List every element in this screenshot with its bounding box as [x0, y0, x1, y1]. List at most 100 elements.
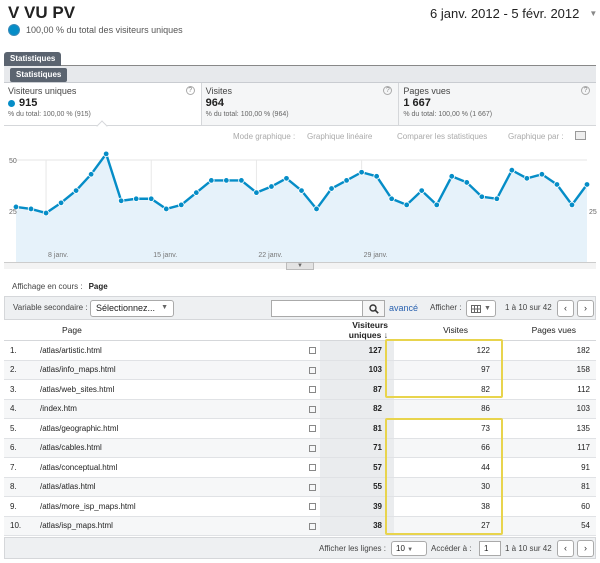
- data-point[interactable]: [493, 195, 501, 202]
- rows-select[interactable]: 10 ▼: [391, 541, 427, 556]
- help-icon[interactable]: ?: [383, 86, 393, 95]
- external-link-icon[interactable]: [309, 405, 316, 413]
- page-link[interactable]: /atlas/artistic.html: [40, 345, 102, 355]
- page-link[interactable]: /atlas/geographic.html: [40, 423, 119, 433]
- data-point[interactable]: [238, 177, 245, 184]
- graph-linear-option[interactable]: Graphique linéaire: [307, 132, 373, 141]
- data-point[interactable]: [583, 181, 591, 188]
- data-point[interactable]: [148, 195, 155, 202]
- data-point[interactable]: [163, 205, 170, 213]
- data-point[interactable]: [253, 189, 260, 196]
- graph-by-label[interactable]: Graphique par :: [508, 132, 564, 141]
- data-point[interactable]: [193, 189, 200, 196]
- external-link-icon[interactable]: [309, 464, 316, 471]
- data-point[interactable]: [57, 199, 65, 207]
- data-point[interactable]: [298, 187, 305, 194]
- data-point[interactable]: [102, 150, 110, 158]
- table-search-input[interactable]: [271, 300, 363, 317]
- page-link[interactable]: /atlas/atlas.html: [40, 482, 96, 492]
- page-cell[interactable]: /atlas/info_maps.html: [34, 360, 320, 380]
- col-pages-vues[interactable]: Pages vues: [498, 320, 596, 341]
- data-point[interactable]: [343, 177, 350, 184]
- chart-resize-handle[interactable]: ▼: [286, 262, 314, 270]
- data-point[interactable]: [133, 195, 140, 202]
- external-link-icon[interactable]: [309, 483, 316, 491]
- help-icon[interactable]: ?: [581, 86, 591, 95]
- table-view-select[interactable]: ▼: [466, 300, 496, 317]
- data-point[interactable]: [568, 201, 576, 209]
- external-link-icon[interactable]: [309, 503, 316, 510]
- prev-page-button[interactable]: ‹: [557, 540, 574, 557]
- col-page[interactable]: Page: [34, 320, 320, 341]
- page-link[interactable]: /atlas/web_sites.html: [40, 384, 115, 394]
- data-point[interactable]: [523, 175, 531, 182]
- data-point[interactable]: [478, 193, 486, 200]
- page-link[interactable]: /atlas/cables.html: [40, 443, 102, 453]
- data-point[interactable]: [433, 201, 440, 209]
- external-link-icon[interactable]: [309, 347, 316, 354]
- scorecard-visites[interactable]: Visites 964 % du total: 100,00 % (964) ?: [201, 83, 400, 125]
- data-point[interactable]: [72, 187, 80, 194]
- prev-page-button[interactable]: ‹: [557, 300, 574, 317]
- page-cell[interactable]: /atlas/geographic.html: [34, 418, 320, 439]
- data-point[interactable]: [208, 177, 215, 184]
- page-link[interactable]: /atlas/info_maps.html: [40, 365, 116, 375]
- tab-statistiques[interactable]: Statistiques: [4, 52, 62, 66]
- page-cell[interactable]: /index.htm: [34, 399, 320, 419]
- next-page-button[interactable]: ›: [577, 540, 594, 557]
- col-visiteurs-uniques[interactable]: Visiteurs uniques ↓: [320, 320, 394, 341]
- col-visites[interactable]: Visites: [394, 320, 498, 341]
- data-point[interactable]: [268, 183, 275, 190]
- data-point[interactable]: [448, 173, 455, 180]
- graph-type-icon[interactable]: [575, 131, 586, 140]
- data-point[interactable]: [117, 197, 125, 204]
- advanced-filter-link[interactable]: avancé: [389, 303, 419, 313]
- page-cell[interactable]: /atlas/more_isp_maps.html: [34, 496, 320, 517]
- page-cell[interactable]: /atlas/web_sites.html: [34, 379, 320, 400]
- help-icon[interactable]: ?: [185, 86, 195, 95]
- page-cell[interactable]: /atlas/atlas.html: [34, 477, 320, 497]
- scorecard-pages-vues[interactable]: Pages vues 1 667 % du total: 100,00 % (1…: [399, 83, 597, 125]
- external-link-icon[interactable]: [309, 386, 316, 393]
- external-link-icon[interactable]: [309, 366, 316, 374]
- compare-metrics-link[interactable]: Comparer les statistiques: [397, 132, 488, 141]
- data-point[interactable]: [87, 171, 95, 178]
- page-cell[interactable]: /atlas/isp_maps.html: [34, 516, 320, 536]
- dimension-value[interactable]: Page: [88, 282, 108, 291]
- data-point[interactable]: [403, 201, 410, 209]
- page-cell[interactable]: /atlas/conceptual.html: [34, 457, 320, 478]
- page-link[interactable]: /index.htm: [40, 404, 77, 414]
- data-point[interactable]: [42, 209, 50, 217]
- secondary-dimension-select[interactable]: Sélectionnez... ▼: [90, 300, 174, 317]
- data-point[interactable]: [178, 201, 185, 209]
- subtab-statistiques[interactable]: Statistiques: [10, 68, 68, 82]
- data-point[interactable]: [223, 177, 230, 184]
- data-point[interactable]: [538, 171, 546, 178]
- search-button[interactable]: [363, 300, 385, 317]
- data-point[interactable]: [508, 167, 516, 174]
- goto-input[interactable]: 1: [479, 541, 501, 556]
- external-link-icon[interactable]: [309, 444, 316, 452]
- data-point[interactable]: [328, 185, 335, 192]
- data-point[interactable]: [553, 181, 561, 188]
- data-point[interactable]: [388, 195, 395, 202]
- page-cell[interactable]: /atlas/cables.html: [34, 438, 320, 458]
- data-point[interactable]: [12, 203, 20, 211]
- data-point[interactable]: [27, 205, 35, 213]
- page-link[interactable]: /atlas/more_isp_maps.html: [40, 501, 136, 511]
- data-point[interactable]: [283, 175, 290, 182]
- data-point[interactable]: [418, 187, 425, 194]
- data-point[interactable]: [358, 169, 365, 176]
- external-link-icon[interactable]: [309, 425, 316, 432]
- data-point[interactable]: [313, 205, 320, 213]
- next-page-button[interactable]: ›: [577, 300, 594, 317]
- data-point[interactable]: [463, 179, 470, 186]
- page-link[interactable]: /atlas/conceptual.html: [40, 462, 118, 472]
- scorecard-visiteurs-uniques[interactable]: Visiteurs uniques 915 % du total: 100,00…: [4, 83, 202, 125]
- external-link-icon[interactable]: [309, 522, 316, 530]
- page-cell[interactable]: /atlas/artistic.html: [34, 340, 320, 361]
- page-link[interactable]: /atlas/isp_maps.html: [40, 521, 113, 531]
- date-range-picker[interactable]: 6 janv. 2012 - 5 févr. 2012 ▼: [430, 6, 597, 21]
- data-table: Page Visiteurs uniques ↓ Visites Pages v…: [4, 320, 596, 536]
- data-point[interactable]: [373, 173, 380, 180]
